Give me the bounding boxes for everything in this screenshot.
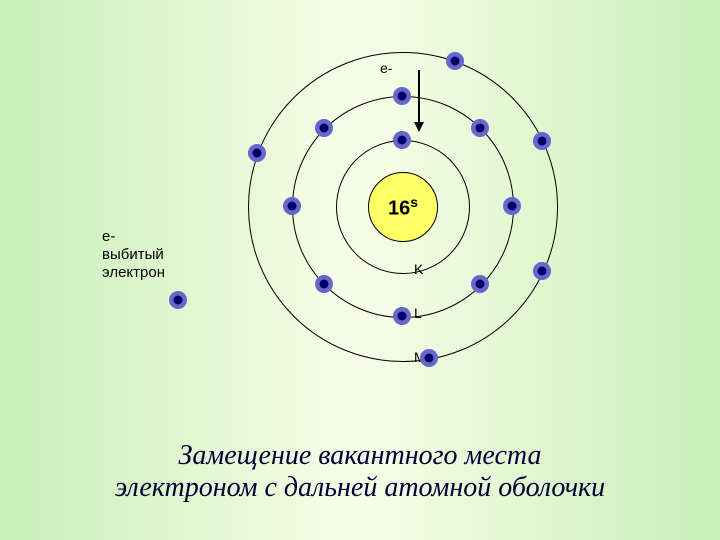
electron-l-6 [315, 275, 333, 293]
electron-l-4 [471, 275, 489, 293]
electron-m-10 [533, 132, 551, 150]
electron-l-3 [503, 197, 521, 215]
ejected-label-line2: выбитый [102, 246, 165, 264]
electron-l-7 [283, 197, 301, 215]
electron-l-2 [471, 119, 489, 137]
ejected-label-line3: электрон [102, 264, 165, 282]
nucleus-label: 16s [388, 194, 418, 221]
electron-ejected [169, 291, 187, 309]
electron-m-12 [420, 349, 438, 367]
transition-arrow [418, 70, 420, 122]
ejected-electron-label: e-выбитыйэлектрон [102, 228, 165, 282]
caption-line1: Замещение вакантного места [0, 440, 720, 472]
electron-k-0 [393, 131, 411, 149]
caption: Замещение вакантного места электроном с … [0, 440, 720, 504]
electron-l-5 [393, 307, 411, 325]
ejected-label-line1: e- [102, 228, 165, 246]
electron-m-13 [248, 144, 266, 162]
electron-l-8 [315, 119, 333, 137]
nucleus: 16s [368, 172, 438, 242]
transition-arrow-head [414, 122, 424, 132]
incoming-electron-label: e- [380, 60, 392, 76]
caption-line2: электроном с дальней атомной оболочки [0, 472, 720, 504]
electron-m-9 [446, 52, 464, 70]
electron-l-1 [393, 87, 411, 105]
electron-m-11 [533, 262, 551, 280]
